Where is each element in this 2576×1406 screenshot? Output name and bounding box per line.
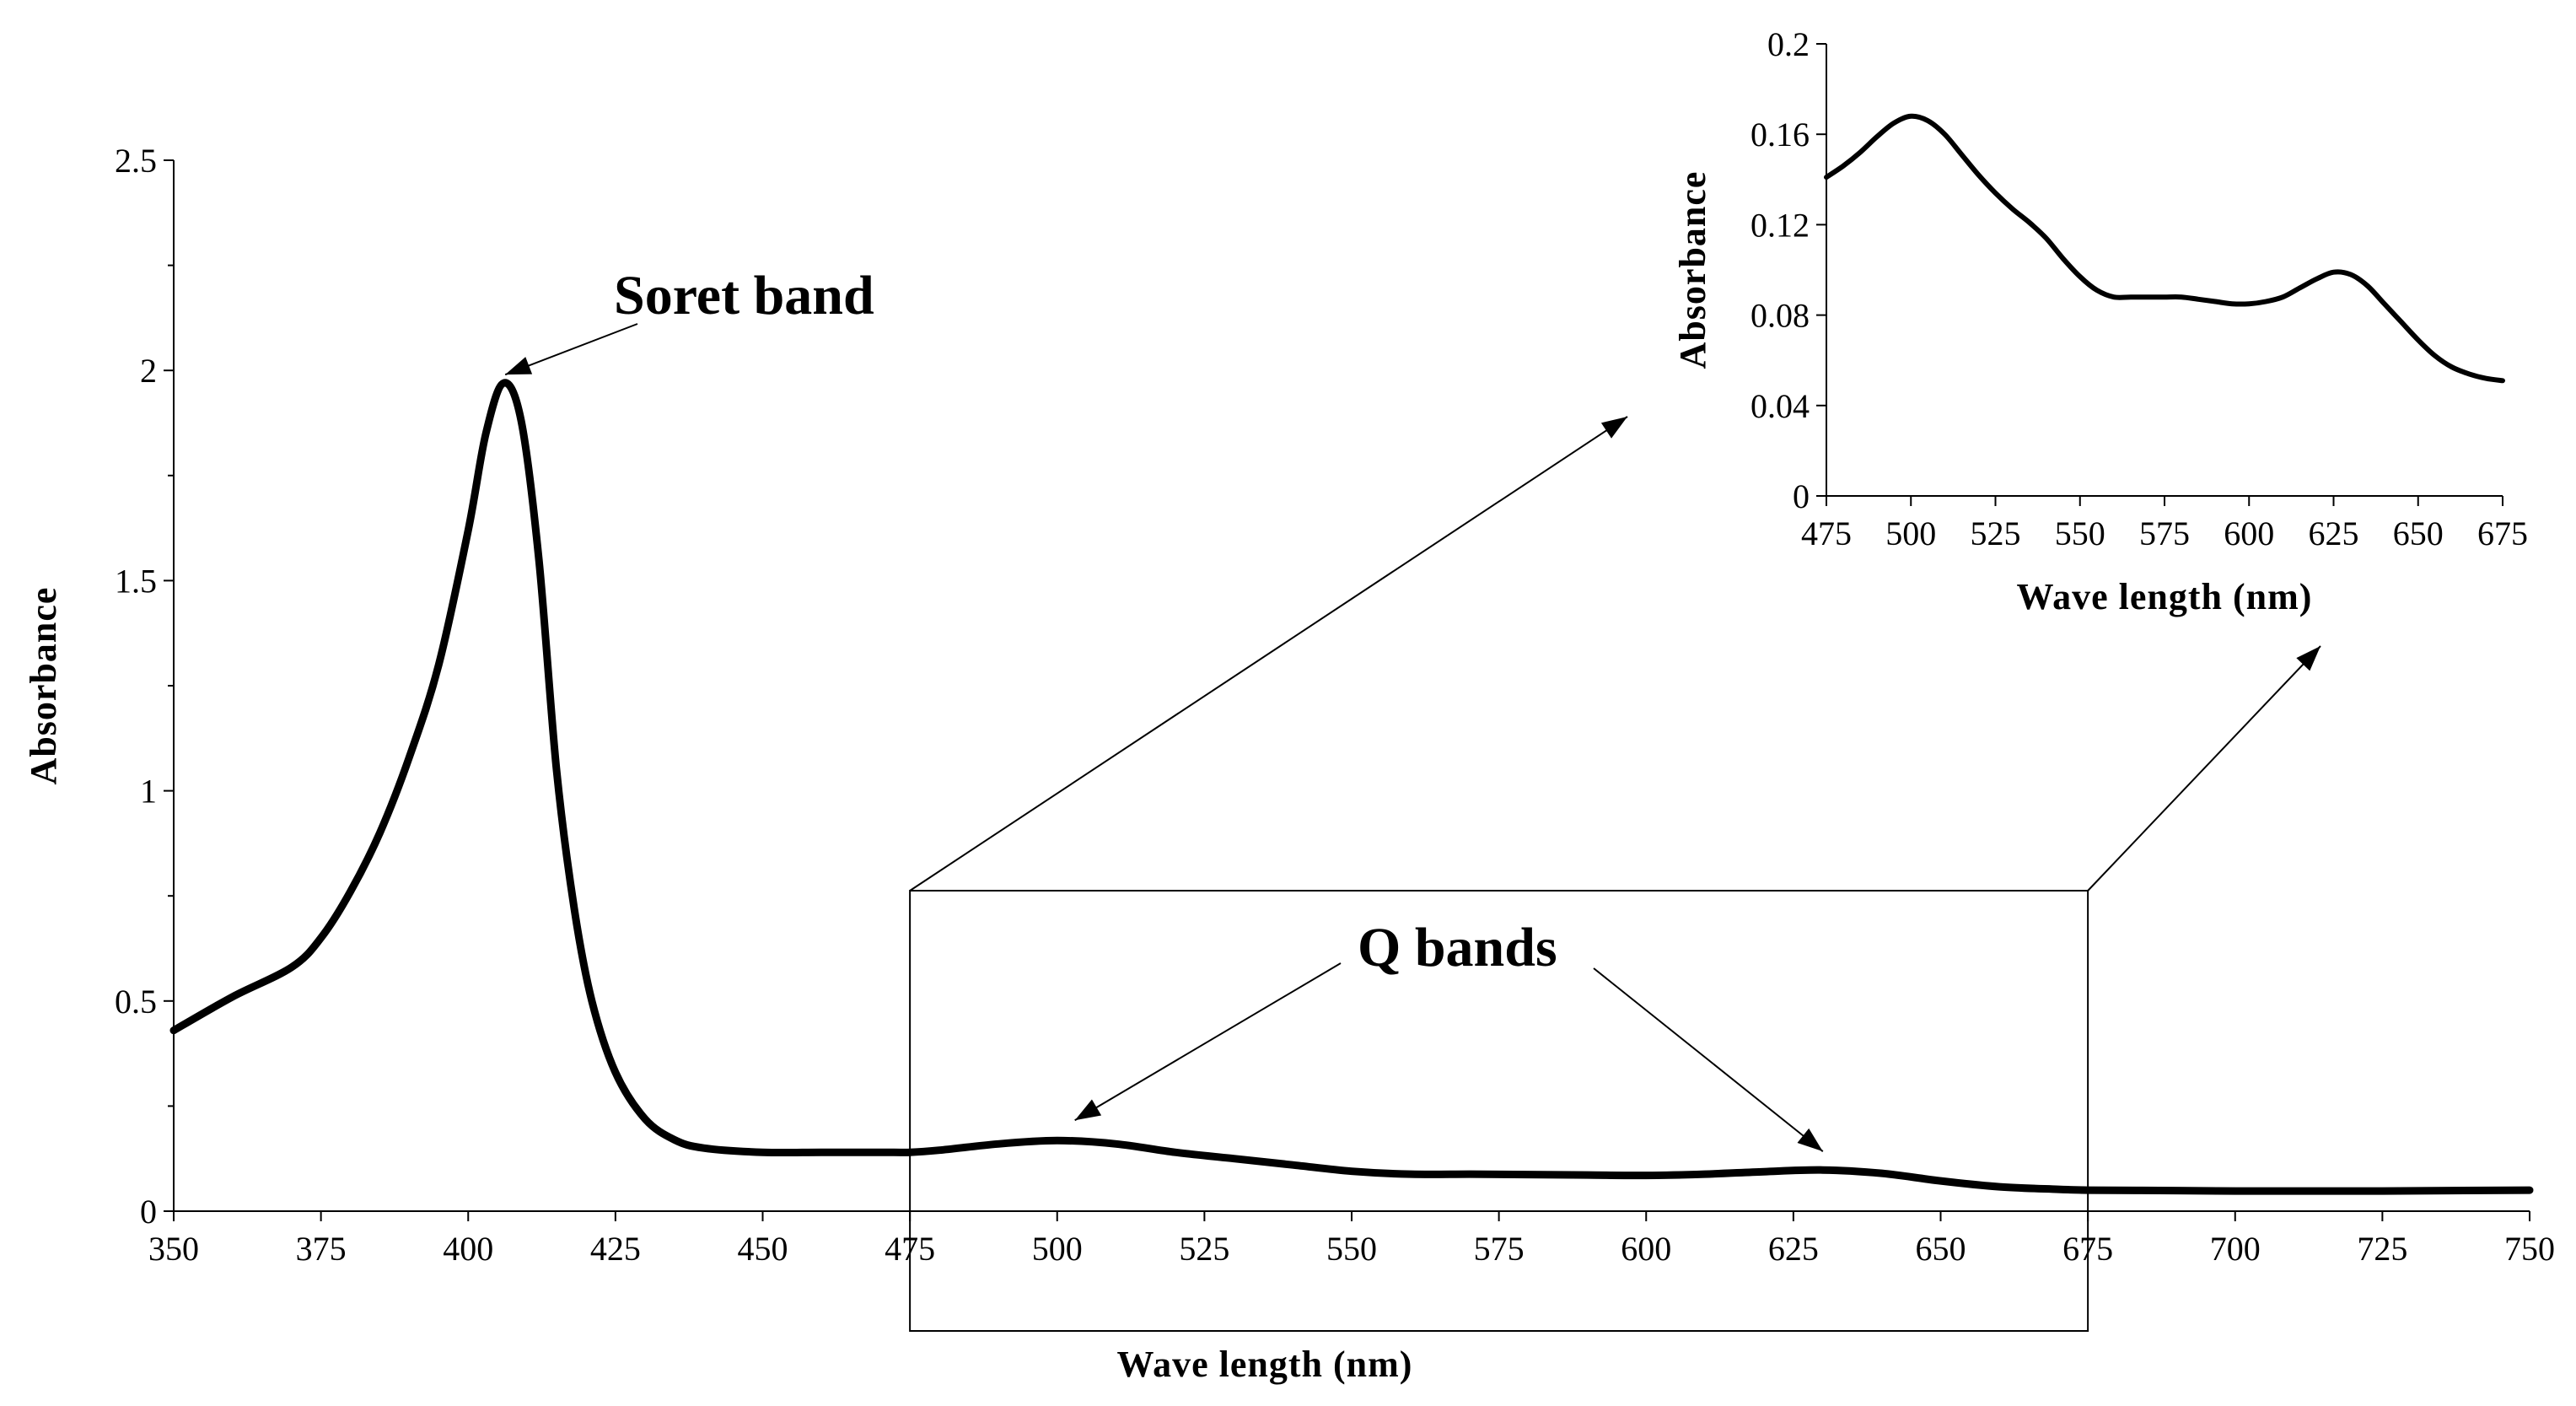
q-band-2-arrow-head [1797,1128,1823,1152]
inset-x-tick-label: 575 [2139,514,2190,552]
main-chart: 0 0.5 1 1.5 2 2.5 350 375 400 425 450 475 500 525 550 5… [23,142,2555,1385]
main-x-axis-title: Wave length (nm) [1117,1344,1413,1385]
inset-x-tick-label: 525 [1971,514,2021,552]
inset-x-tick-label: 500 [1885,514,1936,552]
soret-band-arrow-head [505,357,533,375]
main-y-tick-label: 1 [140,773,157,811]
inset-x-tick-label: 625 [2309,514,2359,552]
main-x-tick-label: 725 [2357,1230,2407,1268]
q-band-1-arrow-line [1074,962,1342,1122]
main-y-tick-label: 2 [140,352,157,390]
inset-x-tick-label: 475 [1801,514,1852,552]
main-x-tick-label: 625 [1768,1230,1819,1268]
inset-y-tick-label: 0.16 [1750,116,1810,154]
soret-band-label: Soret band [614,265,874,326]
inset-x-tick-label: 550 [2055,514,2105,552]
main-x-tick-label: 525 [1179,1230,1229,1268]
inset-x-tick-label: 650 [2393,514,2444,552]
main-x-tick-label: 600 [1621,1230,1671,1268]
inset-x-tick-label: 600 [2224,514,2274,552]
inset-y-axis-title: Absorbance [1672,171,1713,369]
zoom-connector-left-arrow-line [909,416,1628,892]
main-x-tick-label: 375 [296,1230,347,1268]
q-bands-label: Q bands [1358,917,1557,978]
annotations-layer: Soret band Q bands [504,265,2321,1332]
main-x-tick-label: 700 [2210,1230,2261,1268]
q-band-2-arrow-line [1593,967,1824,1152]
inset-y-tick-label: 0.08 [1750,297,1810,335]
inset-x-axis-title: Wave length (nm) [2017,576,2313,617]
main-y-tick-label: 1.5 [115,562,157,600]
inset-y-tick-label: 0.2 [1767,25,1810,63]
inset-y-tick-label: 0.12 [1750,206,1810,244]
main-y-tick-label: 0.5 [115,983,157,1021]
main-y-tick-label: 0 [140,1193,157,1231]
main-x-tick-label: 500 [1032,1230,1083,1268]
main-x-tick-label: 750 [2504,1230,2555,1268]
main-y-tick-label: 2.5 [115,142,157,180]
inset-y-tick-label: 0.04 [1750,387,1810,425]
zoom-connector-left-arrow-head [1600,417,1627,439]
zoom-region-box [909,890,2089,1332]
main-x-tick-label: 650 [1916,1230,1966,1268]
zoom-connector-right-arrow-line [2087,645,2321,892]
main-x-tick-label: 350 [148,1230,199,1268]
inset-y-tick-label: 0 [1793,477,1810,515]
main-x-tick-label: 400 [443,1230,493,1268]
main-y-axis-title: Absorbance [23,587,64,785]
main-x-tick-label: 550 [1326,1230,1377,1268]
inset-series-line [1824,113,2505,384]
main-x-tick-label: 425 [590,1230,641,1268]
inset-x-tick-label: 675 [2477,514,2528,552]
inset-chart: 0 0.04 0.08 0.12 0.16 0.2 475 500 525 550 575 600 62… [1672,25,2528,617]
main-x-tick-label: 575 [1474,1230,1525,1268]
main-series-line [169,379,2534,1195]
zoom-connector-right-arrow-head [2296,646,2321,671]
q-band-1-arrow-head [1074,1099,1102,1121]
main-x-tick-label: 450 [738,1230,788,1268]
